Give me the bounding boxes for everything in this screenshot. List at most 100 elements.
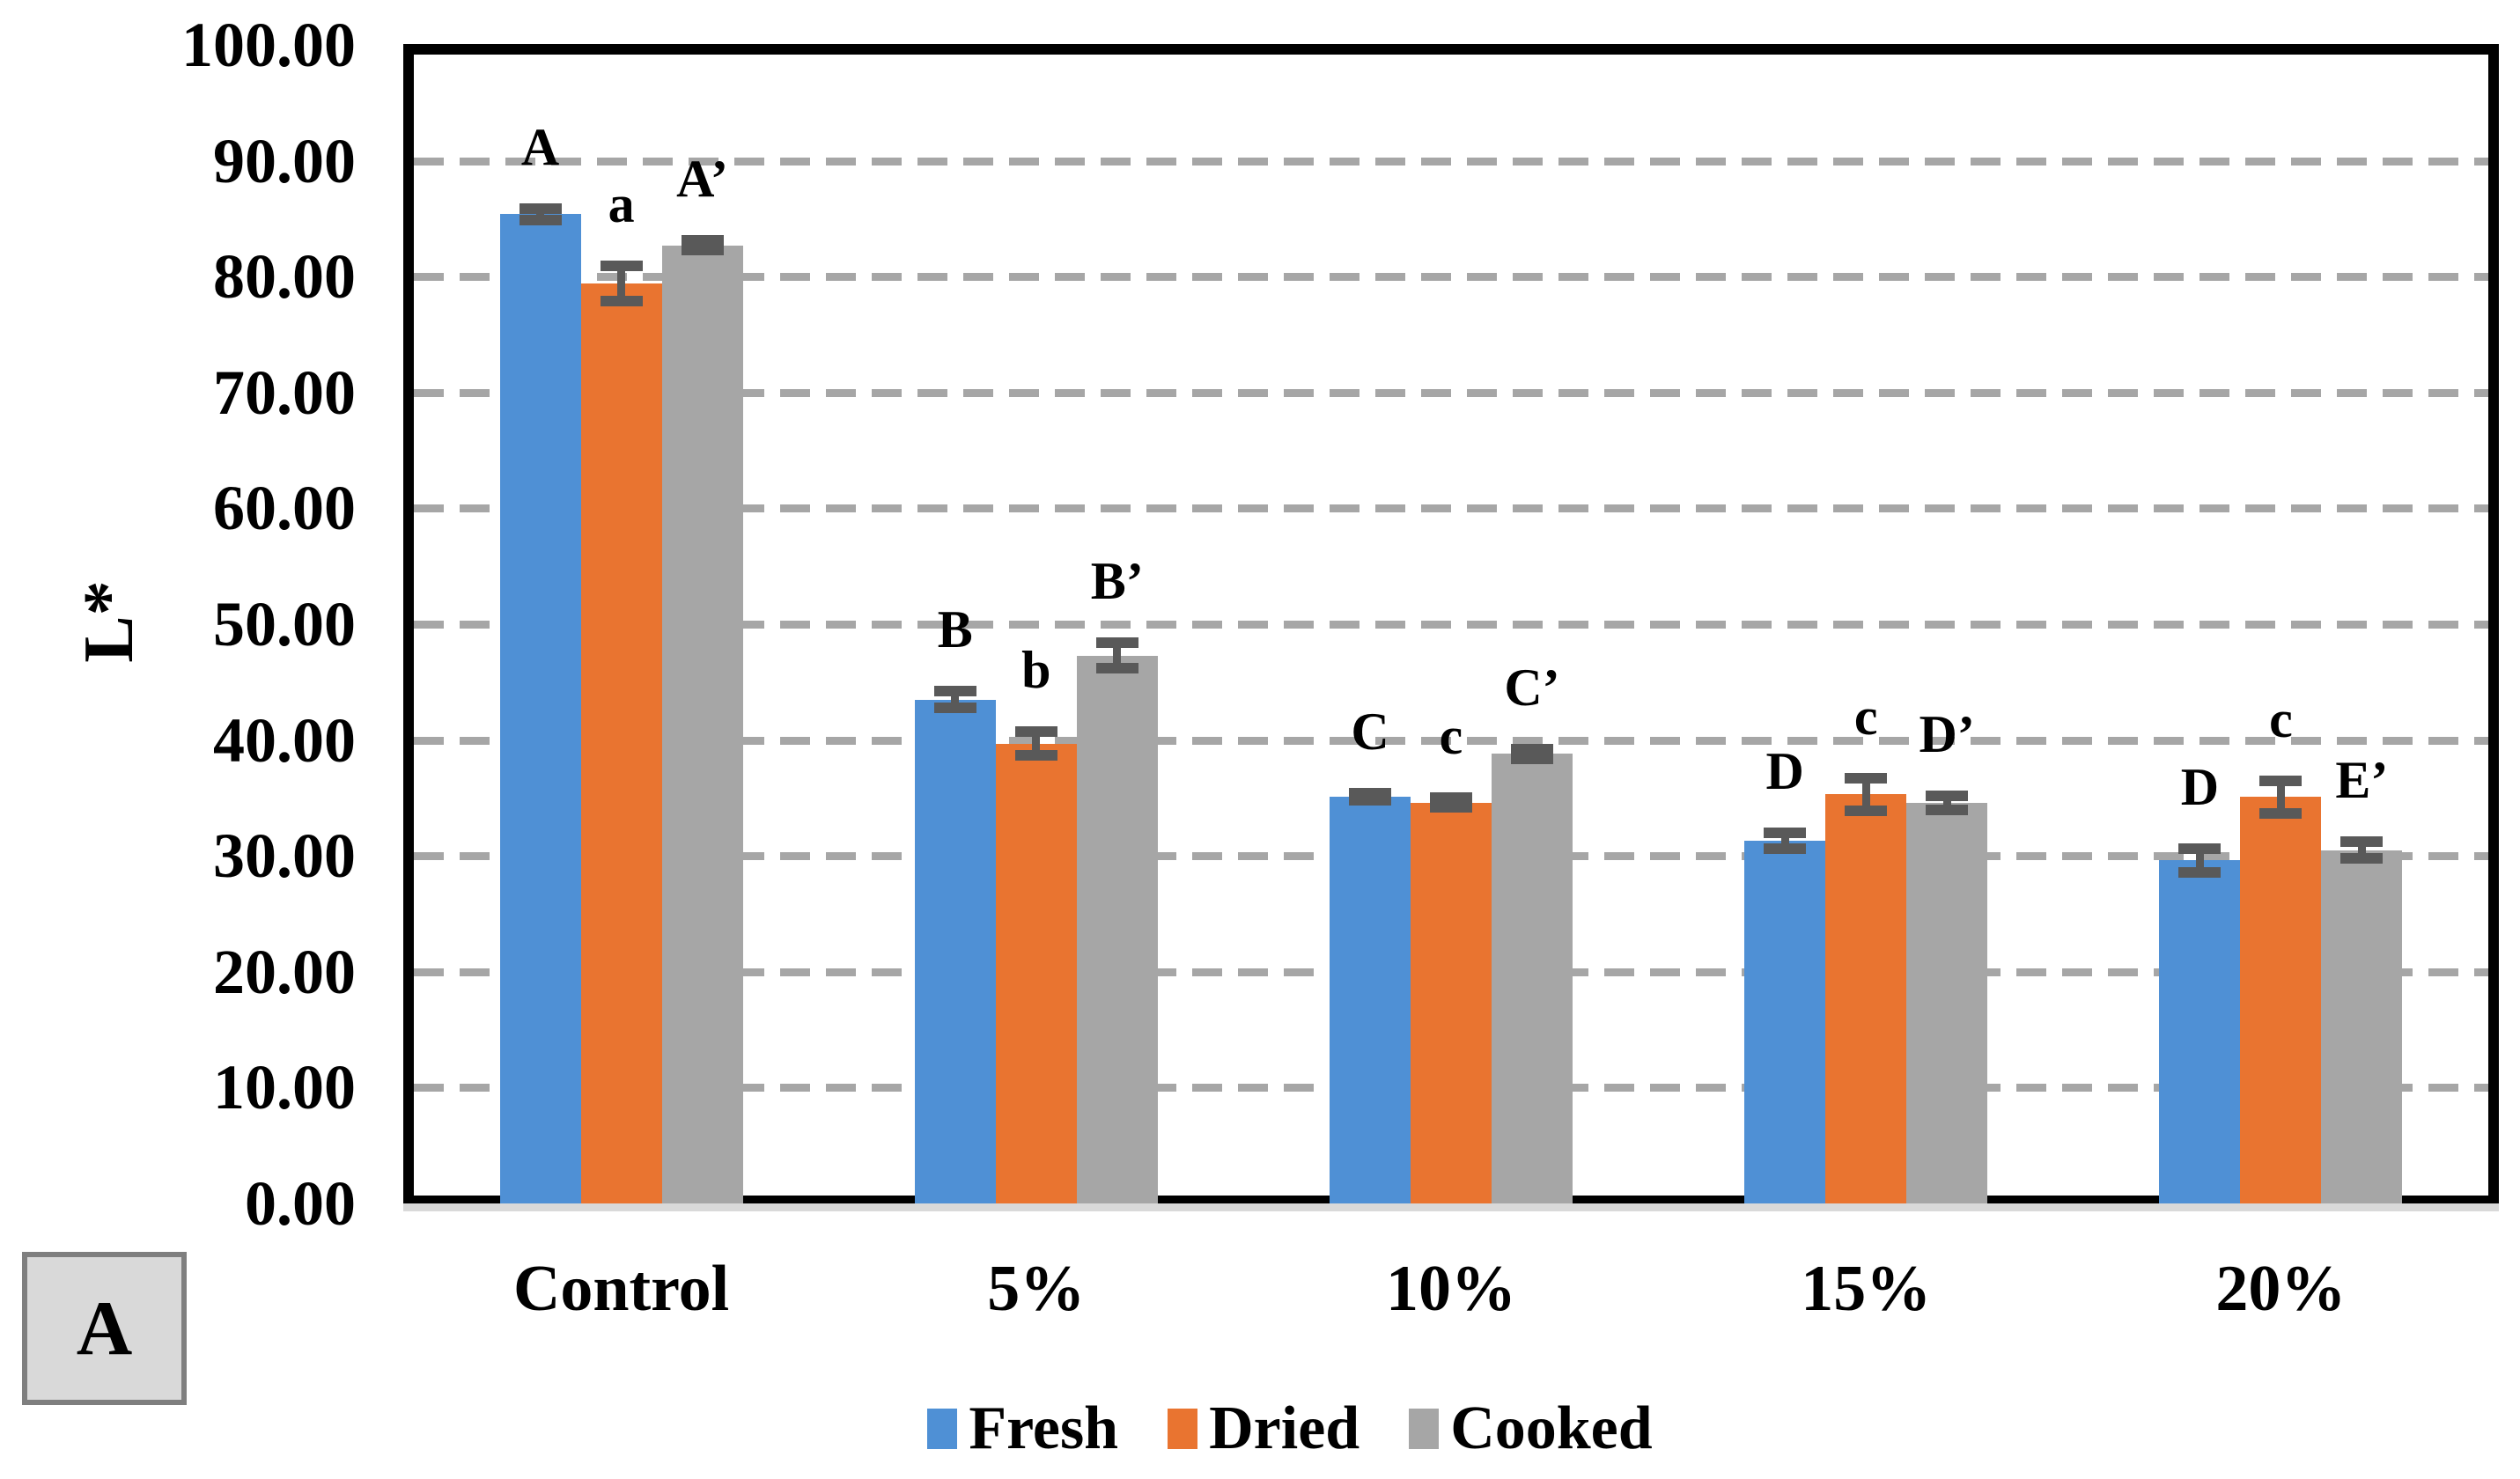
error-bar [951, 691, 960, 708]
error-bar-cap [600, 295, 643, 306]
error-bar-cap [2178, 866, 2222, 878]
error-bar-cap [1014, 726, 1057, 738]
error-bar-cap [1349, 795, 1391, 806]
legend-item-cooked: Cooked [1409, 1394, 1653, 1464]
category-label-10%: 10% [1386, 1253, 1516, 1325]
error-bar [2276, 780, 2285, 813]
error-bar [536, 208, 545, 220]
error-bar-cap [1926, 804, 1969, 815]
stat-letter: b [1021, 641, 1051, 700]
error-bar [1113, 643, 1122, 669]
plot-border-left [403, 44, 414, 1203]
error-bar-cap [1511, 744, 1553, 755]
y-tick-label: 50.00 [213, 589, 356, 659]
legend-label: Cooked [1450, 1394, 1653, 1462]
stat-letter: A [520, 117, 560, 176]
error-bar [1780, 832, 1789, 850]
gridline [414, 504, 2488, 513]
error-bar-cap [1014, 749, 1057, 761]
panel-label-box: A [22, 1252, 187, 1405]
stat-letter: D [1765, 741, 1804, 800]
legend-item-fresh: Fresh [927, 1394, 1118, 1464]
gridline [414, 736, 2488, 745]
error-bar-cap [1764, 843, 1807, 855]
error-bar-cap [1845, 773, 1888, 784]
error-bar-cap [1095, 637, 1138, 649]
stat-letter: c [1439, 707, 1463, 766]
error-bar-cap [681, 244, 724, 255]
bar-dried-20% [2240, 797, 2322, 1203]
stat-letter: C [1351, 703, 1389, 762]
gridline [414, 621, 2488, 629]
stat-letter: E’ [2335, 751, 2389, 810]
error-bar [1861, 778, 1870, 811]
bar-cooked-10% [1492, 754, 1573, 1203]
error-bar-cap [2340, 852, 2384, 864]
x-axis-shadow [403, 1203, 2499, 1211]
bar-fresh-15% [1744, 841, 1826, 1203]
y-axis-title: L* [70, 580, 148, 663]
bar-dried-control [580, 283, 662, 1203]
y-tick-label: 70.00 [213, 357, 356, 428]
stat-letter: A’ [676, 150, 729, 209]
gridline [414, 273, 2488, 282]
bar-cooked-control [661, 245, 743, 1203]
stat-letter: B [937, 600, 973, 659]
error-bar-cap [1095, 663, 1138, 674]
stat-letter: D [2180, 758, 2220, 817]
panel-label: A [76, 1285, 133, 1372]
error-bar-cap [2178, 843, 2222, 855]
category-label-20%: 20% [2215, 1253, 2347, 1325]
category-label-control: Control [512, 1253, 730, 1325]
error-bar-cap [1926, 790, 1969, 801]
gridline [414, 388, 2488, 397]
error-bar-cap [2259, 807, 2303, 819]
error-bar-cap [519, 202, 562, 214]
bar-cooked-20% [2321, 850, 2403, 1203]
error-bar-cap [1430, 792, 1472, 804]
error-bar-cap [600, 261, 643, 272]
stat-letter: c [1853, 688, 1878, 747]
error-bar [1032, 732, 1041, 755]
error-bar [617, 266, 626, 301]
legend-label: Dried [1209, 1394, 1360, 1462]
error-bar-cap [933, 702, 976, 713]
bar-fresh-10% [1330, 797, 1411, 1203]
y-tick-label: 60.00 [213, 473, 356, 544]
y-tick-label: 10.00 [213, 1052, 356, 1123]
error-bar-cap [1430, 801, 1472, 813]
bar-fresh-control [499, 214, 581, 1203]
stat-letter: B’ [1090, 552, 1144, 611]
error-bar-cap [2259, 775, 2303, 786]
error-bar-cap [1845, 805, 1888, 816]
stat-letter: c [2269, 689, 2293, 748]
error-bar-cap [2340, 836, 2384, 848]
legend-swatch-dried [1168, 1409, 1198, 1449]
y-tick-label: 20.00 [213, 936, 356, 1007]
category-label-5%: 5% [987, 1253, 1086, 1325]
legend-item-dried: Dried [1168, 1394, 1359, 1464]
bar-cooked-15% [1906, 802, 1988, 1203]
error-bar-cap [681, 235, 724, 246]
y-tick-label: 40.00 [213, 704, 356, 776]
y-tick-label: 100.00 [181, 10, 356, 80]
bar-fresh-5% [914, 699, 996, 1203]
legend-swatch-fresh [927, 1409, 958, 1449]
error-bar [2195, 849, 2204, 872]
legend: Fresh Dried Cooked [30, 1389, 2520, 1468]
y-tick-label: 90.00 [213, 125, 356, 196]
bar-cooked-5% [1076, 655, 1158, 1203]
y-tick-label: 30.00 [213, 820, 356, 892]
stat-letter: C’ [1504, 659, 1560, 717]
error-bar-cap [1764, 827, 1807, 838]
error-bar [2357, 842, 2366, 858]
y-tick-label: 80.00 [213, 241, 356, 313]
bar-dried-15% [1825, 794, 1907, 1203]
error-bar [1942, 795, 1951, 810]
bar-fresh-20% [2159, 860, 2241, 1203]
plot-border-top [403, 44, 2499, 55]
plot-border-right [2488, 44, 2499, 1203]
bar-dried-5% [995, 743, 1077, 1203]
